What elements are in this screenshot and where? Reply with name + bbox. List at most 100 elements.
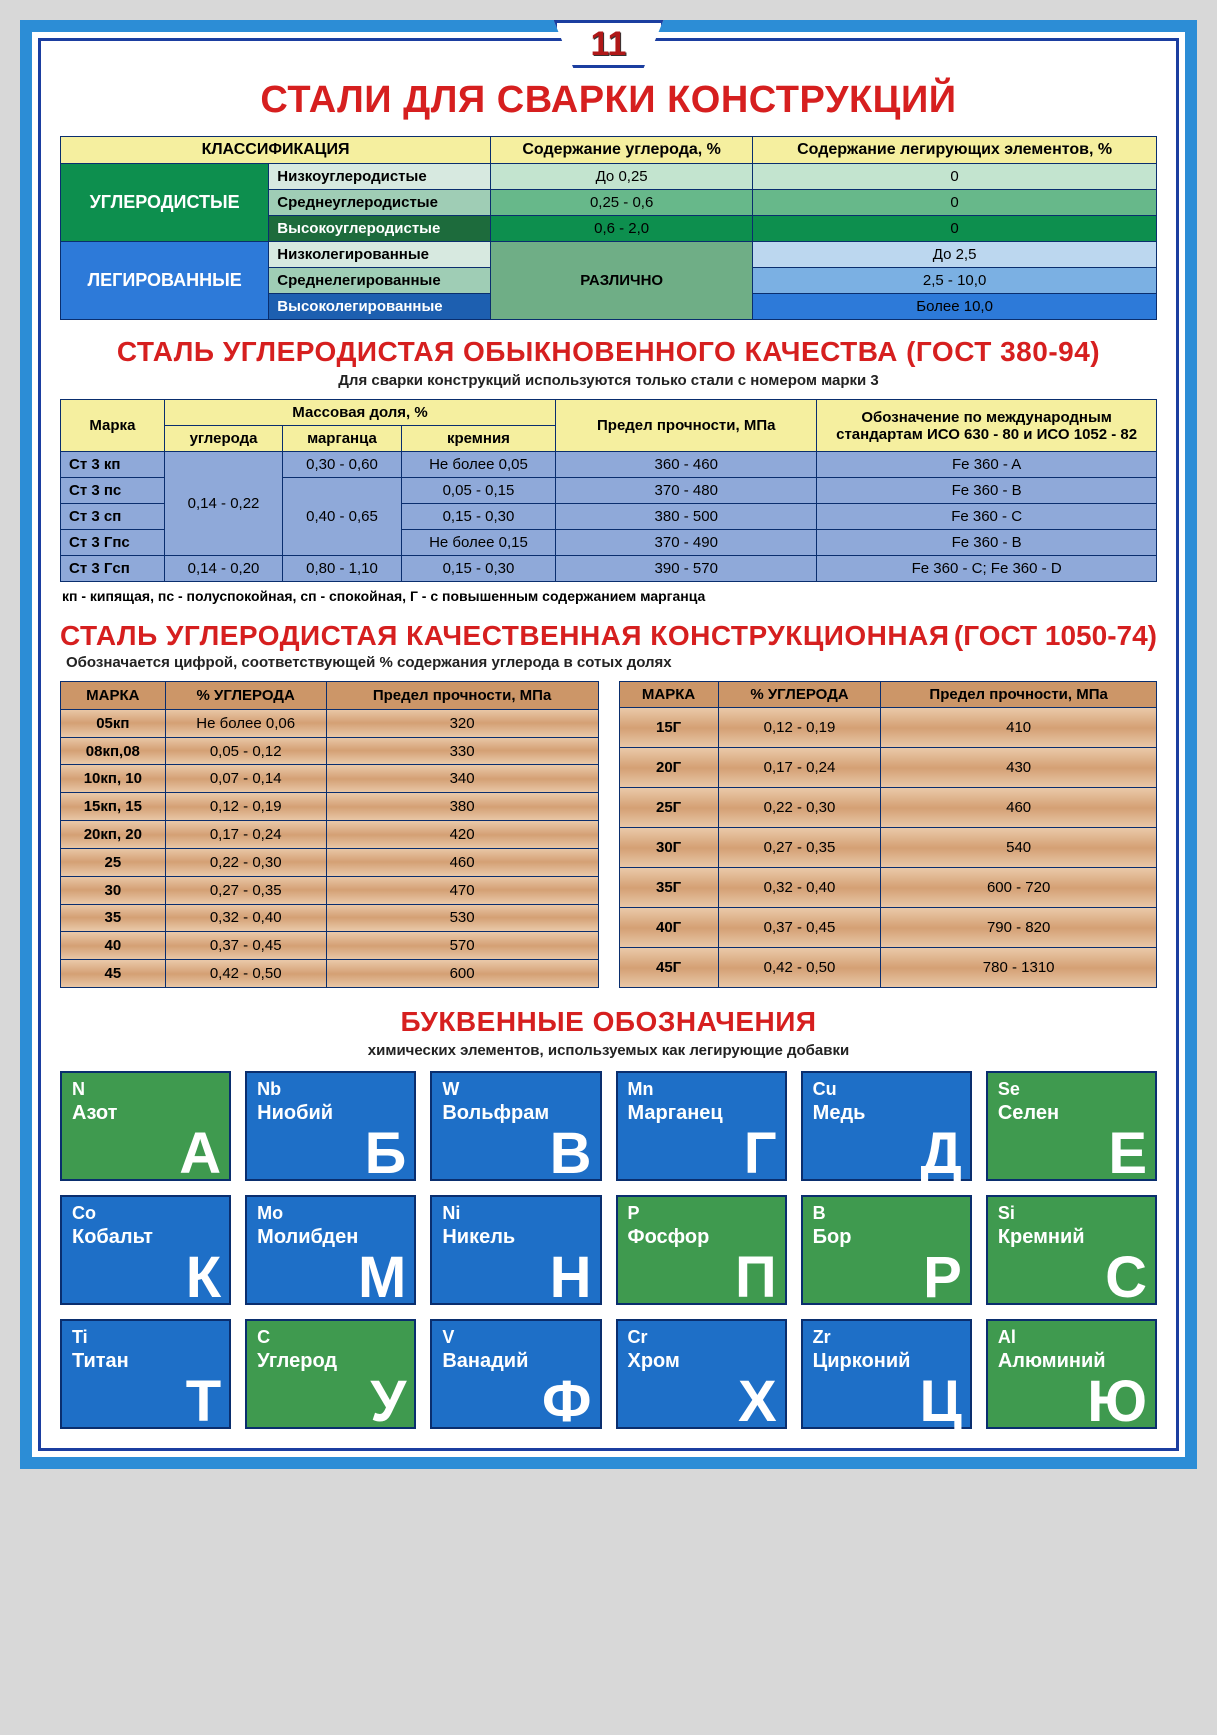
t3-cell: 35Г [619,868,718,908]
element-letter: П [735,1249,777,1307]
t1-head-carbon: Содержание углерода, % [491,137,753,164]
t3-cell: 410 [881,708,1157,748]
t3-header: МАРКА [619,682,718,708]
element-tile: SeСеленЕ [986,1071,1157,1181]
table-cell: Fe 360 - A [817,452,1157,478]
element-tile: WВольфрамВ [430,1071,601,1181]
table-cell: Fe 360 - B [817,530,1157,556]
table-cell: 0,14 - 0,22 [164,452,282,556]
gost1050-tables: МАРКА% УГЛЕРОДАПредел прочности, МПа05кп… [60,681,1157,988]
element-letter: Ф [542,1373,592,1431]
t3-cell: 20Г [619,748,718,788]
element-symbol: Co [72,1203,219,1224]
element-letter: В [550,1125,592,1183]
subtype-cell: Среднеуглеродистые [269,190,491,216]
element-symbol: Mn [628,1079,775,1100]
t3-cell: 460 [881,788,1157,828]
element-letter: К [186,1249,221,1307]
table-cell: 390 - 570 [556,556,817,582]
t3-header: МАРКА [61,682,166,710]
t3-cell: 40Г [619,908,718,948]
t3-cell: 0,22 - 0,30 [718,788,881,828]
element-tile: ZrЦирконийЦ [801,1319,972,1429]
subtype-cell: Низкоуглеродистые [269,164,491,190]
t3-cell: 30 [61,876,166,904]
t3-cell: 600 [326,960,598,988]
element-symbol: C [257,1327,404,1348]
element-symbol: Al [998,1327,1145,1348]
t3-cell: 45Г [619,948,718,988]
t3-cell: 340 [326,765,598,793]
carbon-cell: 0,6 - 2,0 [491,216,753,242]
t3-cell: 20кп, 20 [61,821,166,849]
element-letter: Т [186,1373,221,1431]
table-cell: Ст 3 Гсп [61,556,165,582]
element-tile: BБорР [801,1195,972,1305]
category-cell: ЛЕГИРОВАННЫЕ [61,242,269,320]
element-symbol: Cr [628,1327,775,1348]
table-cell: 0,40 - 0,65 [283,478,401,556]
table-cell: 0,80 - 1,10 [283,556,401,582]
element-tile: CoКобальтК [60,1195,231,1305]
table-cell: Ст 3 сп [61,504,165,530]
table-cell: 370 - 480 [556,478,817,504]
gost1050-heading: СТАЛЬ УГЛЕРОДИСТАЯ КАЧЕСТВЕННАЯ КОНСТРУК… [60,604,1157,652]
element-letter: Х [738,1373,777,1431]
legend-title: БУКВЕННЫЕ ОБОЗНАЧЕНИЯ [60,1006,1157,1038]
t1-head-class: КЛАССИФИКАЦИЯ [61,137,491,164]
t2-h-mark: Марка [61,400,165,452]
gost1050-subtitle: Обозначается цифрой, соответствующей % с… [60,654,1157,671]
element-symbol: Mo [257,1203,404,1224]
t3-cell: Не более 0,06 [165,709,326,737]
subtype-cell: Высокоуглеродистые [269,216,491,242]
element-tile: CuМедьД [801,1071,972,1181]
t3-cell: 08кп,08 [61,737,166,765]
table-cell: 0,15 - 0,30 [401,556,556,582]
gost380-title: СТАЛЬ УГЛЕРОДИСТАЯ ОБЫКНОВЕННОГО КАЧЕСТВ… [60,336,1157,368]
alloy-cell: До 2,5 [753,242,1157,268]
t3-cell: 0,17 - 0,24 [165,821,326,849]
t3-cell: 0,12 - 0,19 [718,708,881,748]
t2-h-iso: Обозначение по международным стандартам … [817,400,1157,452]
carbon-cell: До 0,25 [491,164,753,190]
t3-cell: 0,42 - 0,50 [718,948,881,988]
element-letter: М [358,1249,406,1307]
t3-cell: 40 [61,932,166,960]
element-letter: Е [1108,1125,1147,1183]
t3-cell: 540 [881,828,1157,868]
table-cell: 0,30 - 0,60 [283,452,401,478]
t3-cell: 0,42 - 0,50 [165,960,326,988]
t3-cell: 780 - 1310 [881,948,1157,988]
element-letter: С [1105,1249,1147,1307]
table-cell: Не более 0,15 [401,530,556,556]
table-cell: Ст 3 пс [61,478,165,504]
t3-cell: 320 [326,709,598,737]
element-symbol: P [628,1203,775,1224]
subtype-cell: Среднелегированные [269,268,491,294]
t3-header: Предел прочности, МПа [326,682,598,710]
t3-cell: 25 [61,848,166,876]
element-symbol: V [442,1327,589,1348]
page-badge: 11 [554,20,664,68]
alloy-cell: 2,5 - 10,0 [753,268,1157,294]
element-letter: Б [365,1125,407,1183]
alloy-cell: 0 [753,190,1157,216]
element-tile: NiНикельН [430,1195,601,1305]
t3-cell: 0,32 - 0,40 [718,868,881,908]
t2-h-c: углерода [164,426,282,452]
t3-cell: 0,07 - 0,14 [165,765,326,793]
element-tile: CrХромХ [616,1319,787,1429]
element-letter: Р [923,1249,962,1307]
t3-cell: 330 [326,737,598,765]
element-symbol: B [813,1203,960,1224]
t3-cell: 10кп, 10 [61,765,166,793]
carbon-cell: 0,25 - 0,6 [491,190,753,216]
t3-cell: 430 [881,748,1157,788]
gost1050-table-left: МАРКА% УГЛЕРОДАПредел прочности, МПа05кп… [60,681,599,988]
t3-cell: 0,22 - 0,30 [165,848,326,876]
element-tile: CУглеродУ [245,1319,416,1429]
element-letter: У [370,1373,406,1431]
table-cell: Ст 3 Гпс [61,530,165,556]
t3-header: % УГЛЕРОДА [718,682,881,708]
t3-cell: 0,27 - 0,35 [165,876,326,904]
